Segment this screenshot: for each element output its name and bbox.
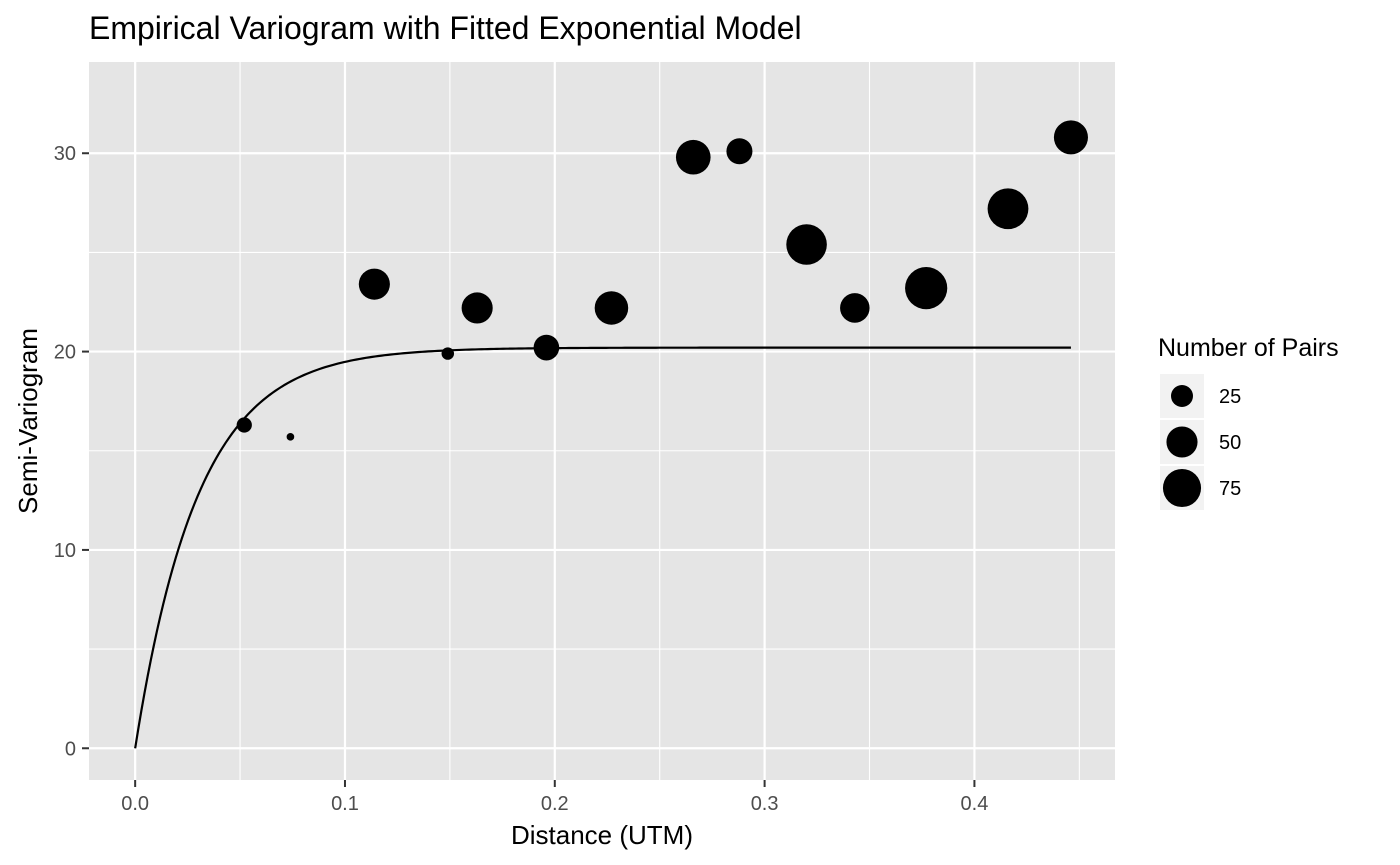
legend-keys: 25 50 75: [1160, 374, 1241, 510]
y-tick-label: 20: [54, 342, 76, 364]
data-point: [675, 139, 711, 175]
legend-label: 25: [1219, 386, 1241, 408]
data-point: [461, 292, 493, 324]
legend: Number of Pairs 25 50 75: [1158, 334, 1339, 510]
legend-label: 50: [1219, 432, 1241, 454]
x-tick-label: 0.2: [541, 793, 569, 815]
model-layer: [134, 346, 1071, 749]
legend-key-point: [1171, 385, 1193, 407]
minor-gridlines: [89, 62, 1115, 780]
data-point: [533, 334, 560, 361]
legend-label: 75: [1219, 478, 1241, 500]
data-point: [1053, 120, 1088, 155]
x-tick-label: 0.4: [961, 793, 989, 815]
data-point: [786, 224, 827, 265]
y-tick-label: 30: [54, 143, 76, 165]
y-tick-label: 0: [65, 738, 76, 760]
y-axis-title: Semi-Variogram: [13, 328, 43, 514]
data-point: [726, 138, 753, 165]
data-point: [358, 268, 390, 300]
data-point: [286, 433, 295, 441]
points-layer: [236, 120, 1088, 441]
data-point: [905, 267, 948, 310]
chart-title: Empirical Variogram with Fitted Exponent…: [89, 10, 802, 46]
data-point: [594, 291, 629, 325]
legend-key-point: [1166, 426, 1198, 458]
y-axis-ticks: 0 10 20 30: [54, 143, 89, 760]
data-point: [441, 347, 455, 360]
legend-title: Number of Pairs: [1158, 334, 1339, 362]
x-tick-label: 0.3: [751, 793, 779, 815]
exponential-model-line: [134, 346, 1071, 749]
data-point: [987, 188, 1029, 230]
x-axis-ticks: 0.0 0.1 0.2 0.3 0.4: [121, 780, 988, 815]
x-axis-title: Distance (UTM): [511, 820, 693, 850]
data-point: [236, 417, 252, 433]
major-gridlines: [89, 62, 1115, 780]
x-tick-label: 0.1: [331, 793, 359, 815]
legend-key-point: [1162, 468, 1202, 508]
x-tick-label: 0.0: [121, 793, 149, 815]
y-tick-label: 10: [54, 540, 76, 562]
plot-panel: [89, 62, 1115, 780]
data-point: [840, 293, 870, 323]
